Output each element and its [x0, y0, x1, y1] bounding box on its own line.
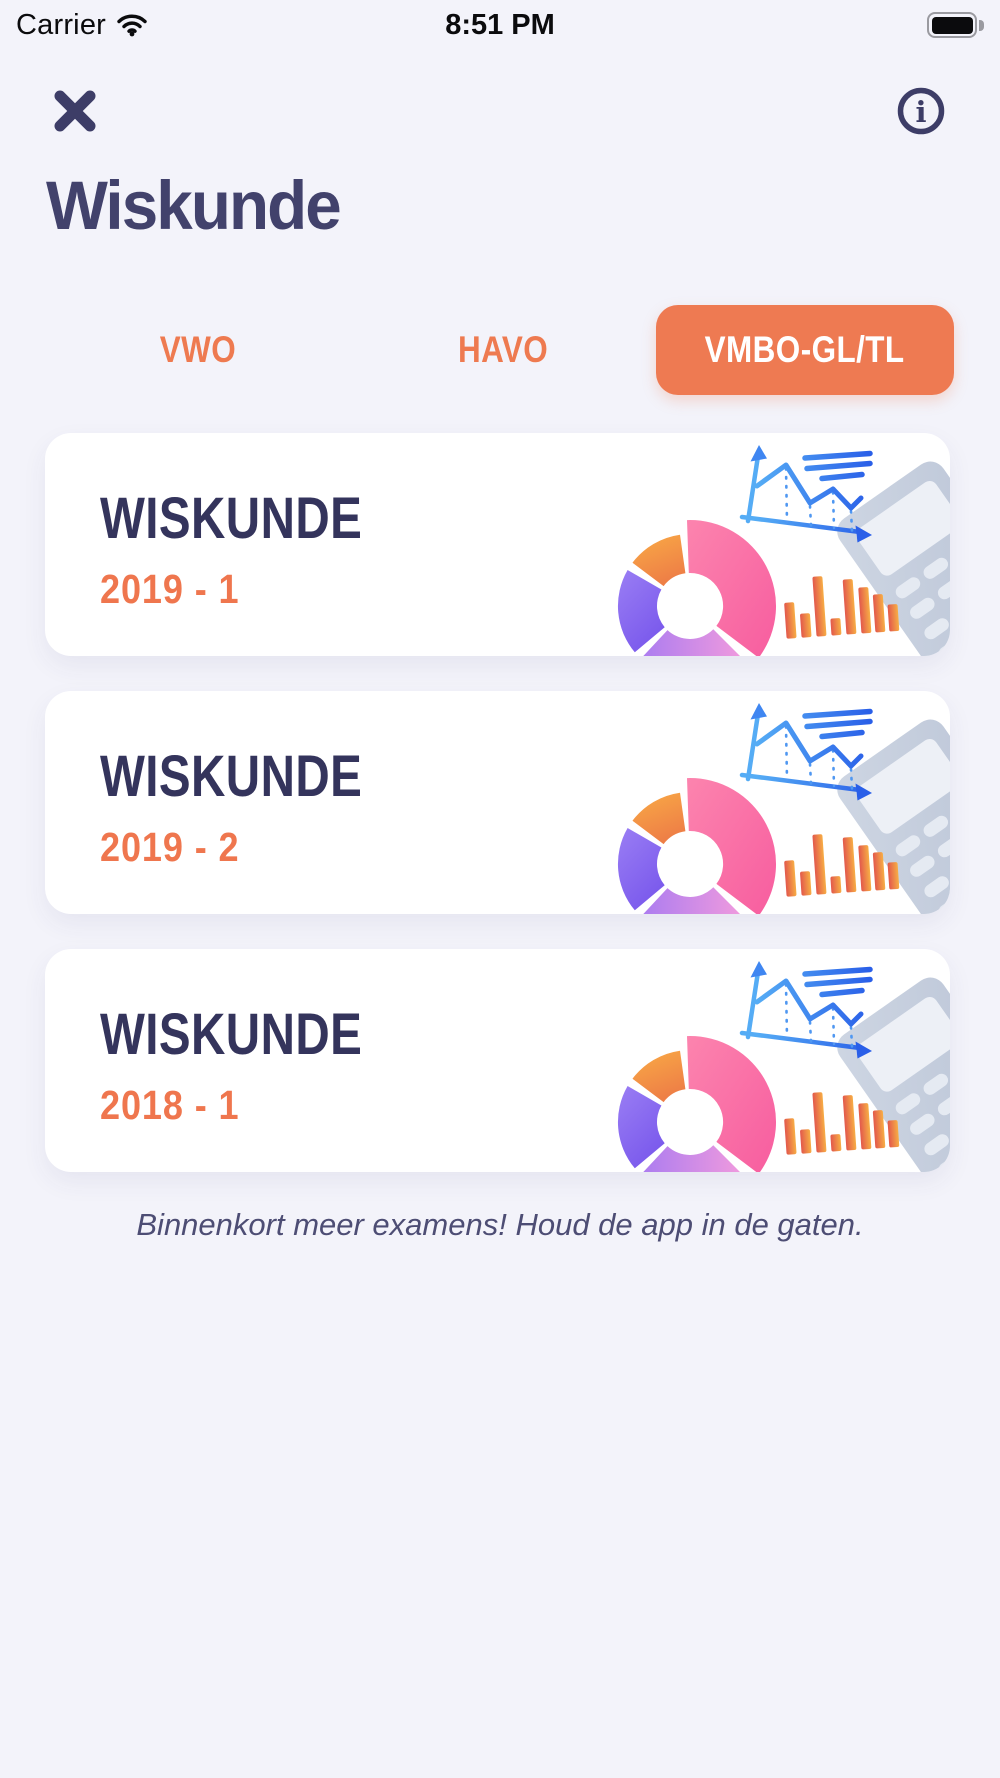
- exam-card-title: WISKUNDE: [100, 486, 363, 551]
- close-icon[interactable]: [52, 88, 98, 139]
- exam-card-2019-2[interactable]: WISKUNDE 2019 - 2: [45, 691, 950, 914]
- charts-calculator-illustration: [490, 691, 950, 914]
- exam-card-title: WISKUNDE: [100, 744, 363, 809]
- wifi-icon: [116, 13, 148, 37]
- level-tabs: VWO HAVO VMBO-GL/TL: [45, 305, 954, 395]
- exam-card-2018-1[interactable]: WISKUNDE 2018 - 1: [45, 949, 950, 1172]
- exam-card-year: 2019 - 2: [100, 824, 240, 870]
- tab-vwo[interactable]: VWO: [159, 329, 236, 370]
- coming-soon-note: Binnenkort meer examens! Houd de app in …: [136, 1207, 864, 1242]
- app-header: i: [52, 86, 946, 141]
- exam-card-year: 2018 - 1: [100, 1082, 240, 1128]
- charts-calculator-illustration: [490, 433, 950, 656]
- tab-vmbo-gl-tl[interactable]: VMBO-GL/TL: [656, 305, 954, 395]
- battery-icon: [927, 12, 984, 38]
- status-time: 8:51 PM: [445, 8, 555, 41]
- carrier-label: Carrier: [16, 8, 107, 41]
- info-icon[interactable]: i: [896, 86, 946, 141]
- charts-calculator-illustration: [490, 949, 950, 1172]
- tab-havo[interactable]: HAVO: [458, 329, 549, 370]
- exam-card-2019-1[interactable]: WISKUNDE 2019 - 1: [45, 433, 950, 656]
- exam-card-list: WISKUNDE 2019 - 1 WISKUNDE 2019 - 2 WISK…: [0, 433, 1000, 1172]
- exam-card-year: 2019 - 1: [100, 566, 240, 612]
- status-bar: Carrier 8:51 PM: [0, 0, 1000, 50]
- svg-text:i: i: [915, 95, 926, 129]
- page-title: Wiskunde: [46, 167, 342, 244]
- exam-card-title: WISKUNDE: [100, 1002, 363, 1067]
